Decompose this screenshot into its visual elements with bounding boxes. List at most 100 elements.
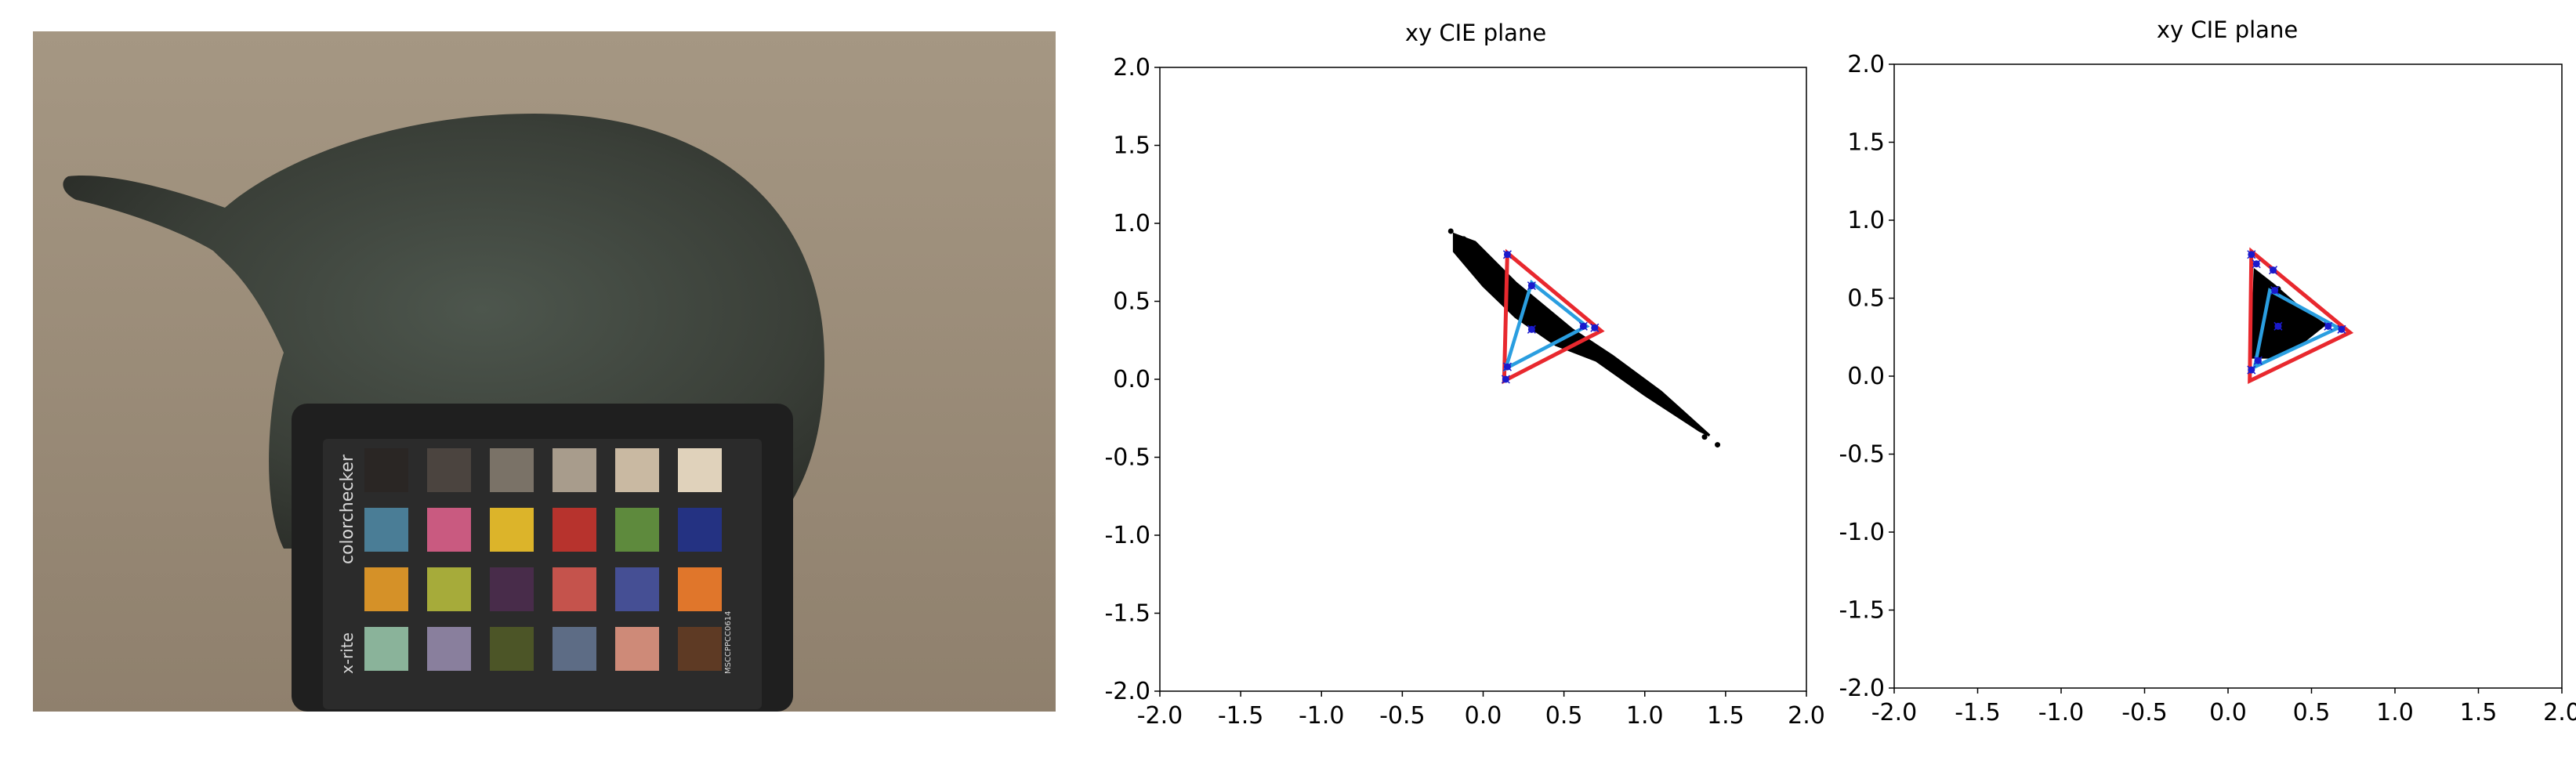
color-patch	[364, 508, 408, 552]
gamut-triangle-red	[1502, 248, 1605, 385]
y-tick-label: 0.0	[1847, 363, 1885, 390]
checker-card: colorchecker x-rite MSCCPPCC0614	[292, 404, 793, 712]
marker-point	[2268, 266, 2278, 275]
photo-icon: colorchecker x-rite MSCCPPCC0614	[33, 31, 1056, 712]
x-tick-label: -0.5	[2121, 699, 2168, 726]
x-tick-label: 2.0	[1788, 702, 1825, 730]
color-patch	[427, 627, 471, 671]
axes-frame	[1893, 63, 2563, 689]
x-tick-label: 1.0	[2376, 699, 2414, 726]
data-point	[2260, 280, 2266, 286]
color-patch	[427, 508, 471, 552]
plot-title: xy CIE plane	[2157, 16, 2298, 43]
marker-point	[2247, 250, 2256, 259]
marker-point	[1501, 375, 1510, 384]
color-patch	[678, 627, 722, 671]
color-patch	[427, 448, 471, 492]
tick-group: -2.0 -1.5 -1.0 -0.5 0.0 0.5 1.0 1.5 2.0 -2.0 -1.5 -…	[1104, 54, 1824, 730]
data-point-cloud	[1452, 232, 1711, 436]
y-tick-label: -1.0	[1839, 519, 1885, 546]
x-tick-label: -0.5	[1379, 702, 1426, 730]
marker-point	[2273, 321, 2283, 331]
x-tick-label: 0.0	[1465, 702, 1502, 730]
marker-point	[1502, 362, 1512, 371]
cie-plot-left: xy CIE plane -2.0 -1.5 -1.0 -0.5 0.0 0.5 1.0 1.…	[1081, 0, 1834, 757]
x-tick-label: 2.0	[2543, 699, 2576, 726]
gamut-triangle-blue	[1502, 279, 1590, 372]
x-tick-label: -2.0	[1137, 702, 1183, 730]
y-tick-label: 0.5	[1113, 288, 1150, 316]
y-tick-label: -1.5	[1104, 600, 1150, 628]
y-tick-label: -2.0	[1839, 675, 1885, 702]
checker-serial-text: MSCCPPCC0614	[724, 611, 733, 674]
color-patch	[615, 627, 659, 671]
marker-point	[1527, 324, 1536, 334]
photograph-panel: colorchecker x-rite MSCCPPCC0614	[33, 31, 1056, 712]
plot-title: xy CIE plane	[1405, 20, 1546, 46]
x-tick-label: 0.5	[2293, 699, 2331, 726]
color-patch	[553, 627, 596, 671]
x-tick-label: 1.5	[1707, 702, 1745, 730]
x-tick-label: 1.0	[1626, 702, 1664, 730]
x-tick-label: -1.0	[2038, 699, 2085, 726]
data-point	[1701, 434, 1708, 440]
color-patch	[553, 508, 596, 552]
y-tick-label: 1.5	[1113, 132, 1150, 160]
marker-point	[2337, 324, 2346, 334]
color-patch	[615, 508, 659, 552]
y-tick-label: 2.0	[1113, 54, 1150, 81]
color-patch	[678, 567, 722, 611]
color-patch	[490, 448, 534, 492]
marker-point	[1502, 250, 1512, 259]
x-tick-label: -1.5	[1218, 702, 1264, 730]
color-patch	[615, 567, 659, 611]
color-patch	[427, 567, 471, 611]
color-patch	[364, 627, 408, 671]
y-tick-label: 0.5	[1847, 285, 1885, 313]
x-tick-label: 0.0	[2209, 699, 2247, 726]
cie-plot-right: xy CIE plane -2.0 -1.5 -1.0 -0.5 0.0 0.5 1.0 1.…	[1818, 0, 2576, 757]
axes-frame	[1159, 67, 1807, 692]
color-patch	[615, 448, 659, 492]
y-tick-label: 0.0	[1113, 366, 1150, 393]
color-patch	[490, 567, 534, 611]
marker-point	[2252, 259, 2261, 269]
x-tick-label: 0.5	[1545, 702, 1583, 730]
x-tick-label: 1.5	[2460, 699, 2498, 726]
color-patch	[364, 448, 408, 492]
marker-point	[2253, 356, 2263, 365]
color-patch	[553, 448, 596, 492]
data-point	[1447, 228, 1454, 234]
x-tick-label: -1.0	[1299, 702, 1345, 730]
gamut-triangle-blue	[2252, 288, 2342, 371]
y-tick-label: 2.0	[1847, 51, 1885, 78]
color-patch	[364, 567, 408, 611]
data-point	[1461, 236, 1467, 242]
marker-point	[1590, 323, 1600, 332]
y-tick-label: -0.5	[1839, 441, 1885, 469]
checker-brand-text: colorchecker	[338, 454, 357, 564]
cie-plot-right-svg: xy CIE plane -2.0 -1.5 -1.0 -0.5 0.0 0.5 1.0 1.…	[1839, 16, 2576, 726]
checker-patch-grid	[364, 448, 722, 671]
y-tick-label: 1.0	[1847, 207, 1885, 234]
cie-plot-left-svg: xy CIE plane -2.0 -1.5 -1.0 -0.5 0.0 0.5 1.0 1.…	[1104, 20, 1824, 730]
y-tick-label: -0.5	[1104, 444, 1150, 472]
color-patch	[490, 627, 534, 671]
plot-content	[1447, 228, 1721, 448]
color-patch	[678, 508, 722, 552]
color-patch	[490, 508, 534, 552]
color-patch	[678, 448, 722, 492]
checker-maker-text: x-rite	[338, 632, 357, 674]
y-tick-label: -1.5	[1839, 597, 1885, 625]
y-tick-label: -1.0	[1104, 522, 1150, 549]
marker-point	[2270, 286, 2280, 295]
marker-point	[2247, 365, 2256, 375]
x-tick-label: -2.0	[1871, 699, 1918, 726]
x-tick-label: -1.5	[1955, 699, 2001, 726]
marker-point	[1527, 281, 1536, 291]
y-tick-label: 1.0	[1113, 210, 1150, 237]
data-point	[1715, 442, 1721, 448]
color-patch	[553, 567, 596, 611]
y-tick-label: 1.5	[1847, 129, 1885, 157]
gamut-triangle-red	[2248, 247, 2354, 385]
